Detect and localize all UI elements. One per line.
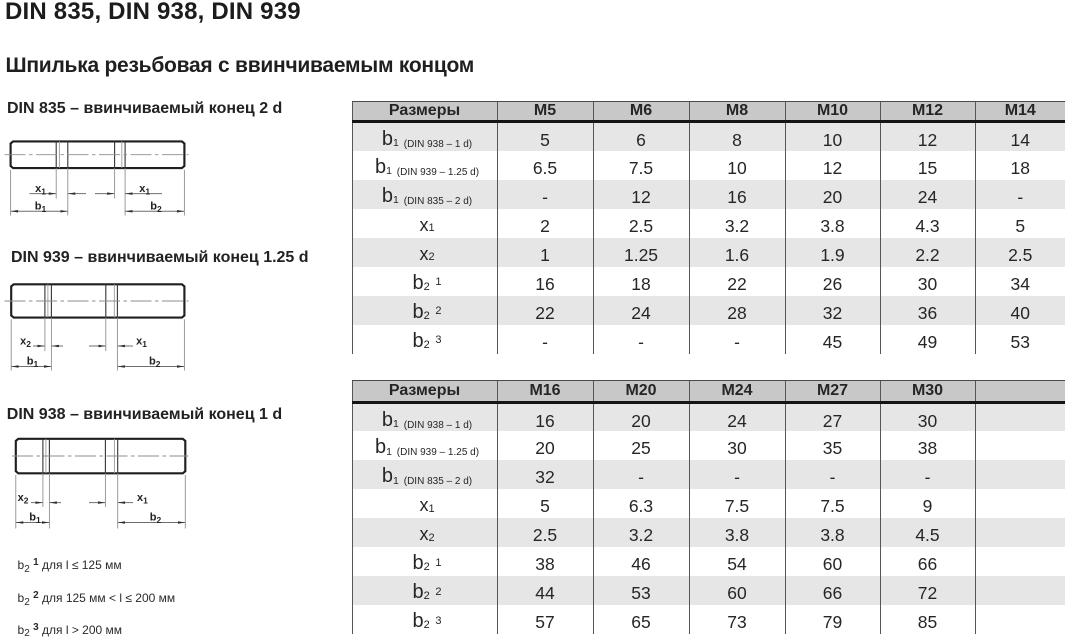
svg-text:b1: b1 xyxy=(27,356,39,370)
svg-text:b1: b1 xyxy=(29,512,41,526)
svg-text:x1: x1 xyxy=(137,492,148,506)
svg-text:x2: x2 xyxy=(18,492,29,506)
svg-text:x2: x2 xyxy=(20,335,31,349)
svg-text:b1: b1 xyxy=(35,201,47,215)
svg-text:b2: b2 xyxy=(150,512,162,526)
svg-text:x1: x1 xyxy=(136,335,147,349)
svg-text:b2: b2 xyxy=(149,356,161,370)
svg-text:x1: x1 xyxy=(139,183,150,197)
svg-text:x1: x1 xyxy=(35,183,46,197)
svg-text:b2: b2 xyxy=(150,201,162,215)
